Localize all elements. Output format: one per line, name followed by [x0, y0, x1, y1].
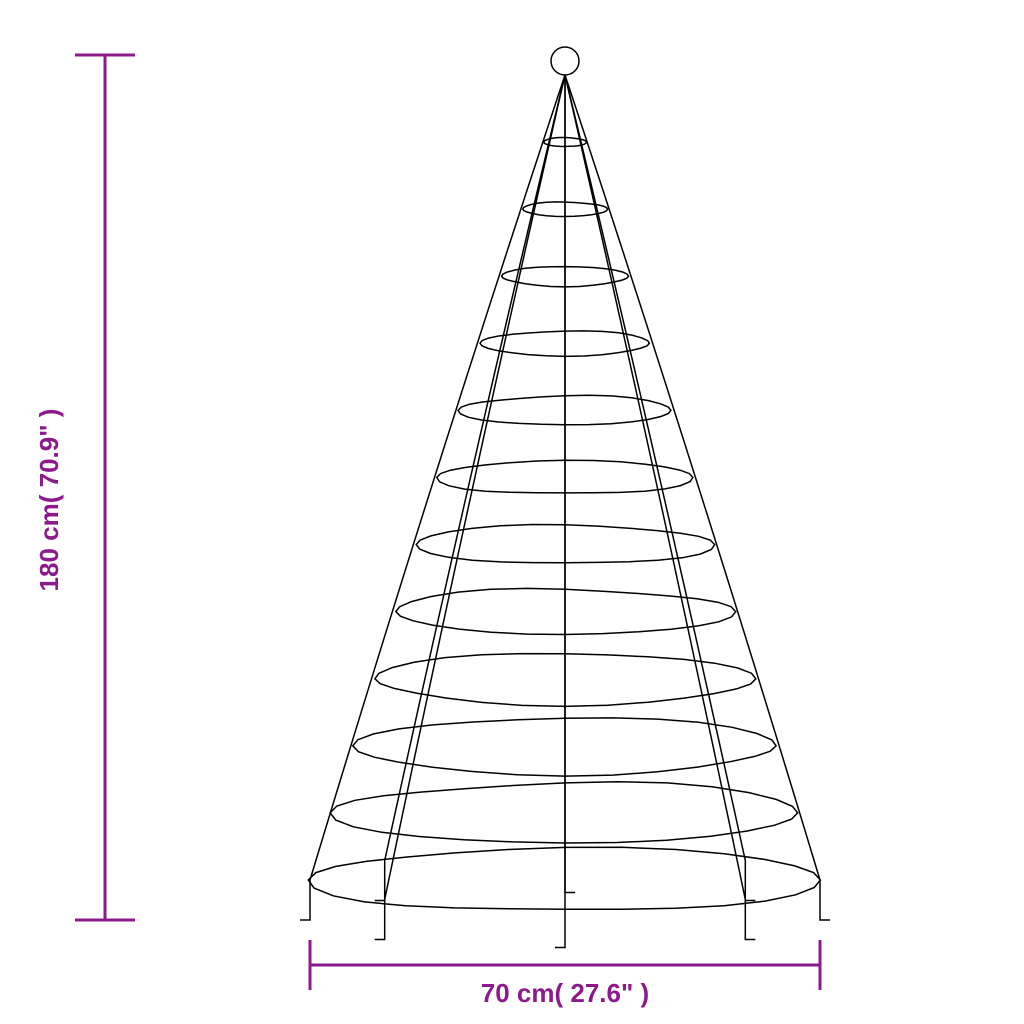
height-label: 180 cm( 70.9" ) — [34, 409, 64, 592]
dimensions: 180 cm( 70.9" ) 70 cm( 27.6" ) — [34, 55, 820, 1008]
dimension-diagram: 180 cm( 70.9" ) 70 cm( 27.6" ) — [0, 0, 1024, 1024]
ground-stake — [375, 861, 385, 901]
ground-stake — [555, 908, 565, 948]
product-outline — [300, 47, 830, 948]
ground-stake — [375, 899, 385, 939]
ground-stake — [745, 899, 755, 939]
ground-stake — [745, 861, 755, 901]
width-label: 70 cm( 27.6" ) — [481, 978, 649, 1008]
tree-top-ball — [551, 47, 579, 75]
ground-stake — [820, 880, 830, 920]
ground-stake — [300, 880, 310, 920]
ground-stake — [565, 852, 575, 892]
